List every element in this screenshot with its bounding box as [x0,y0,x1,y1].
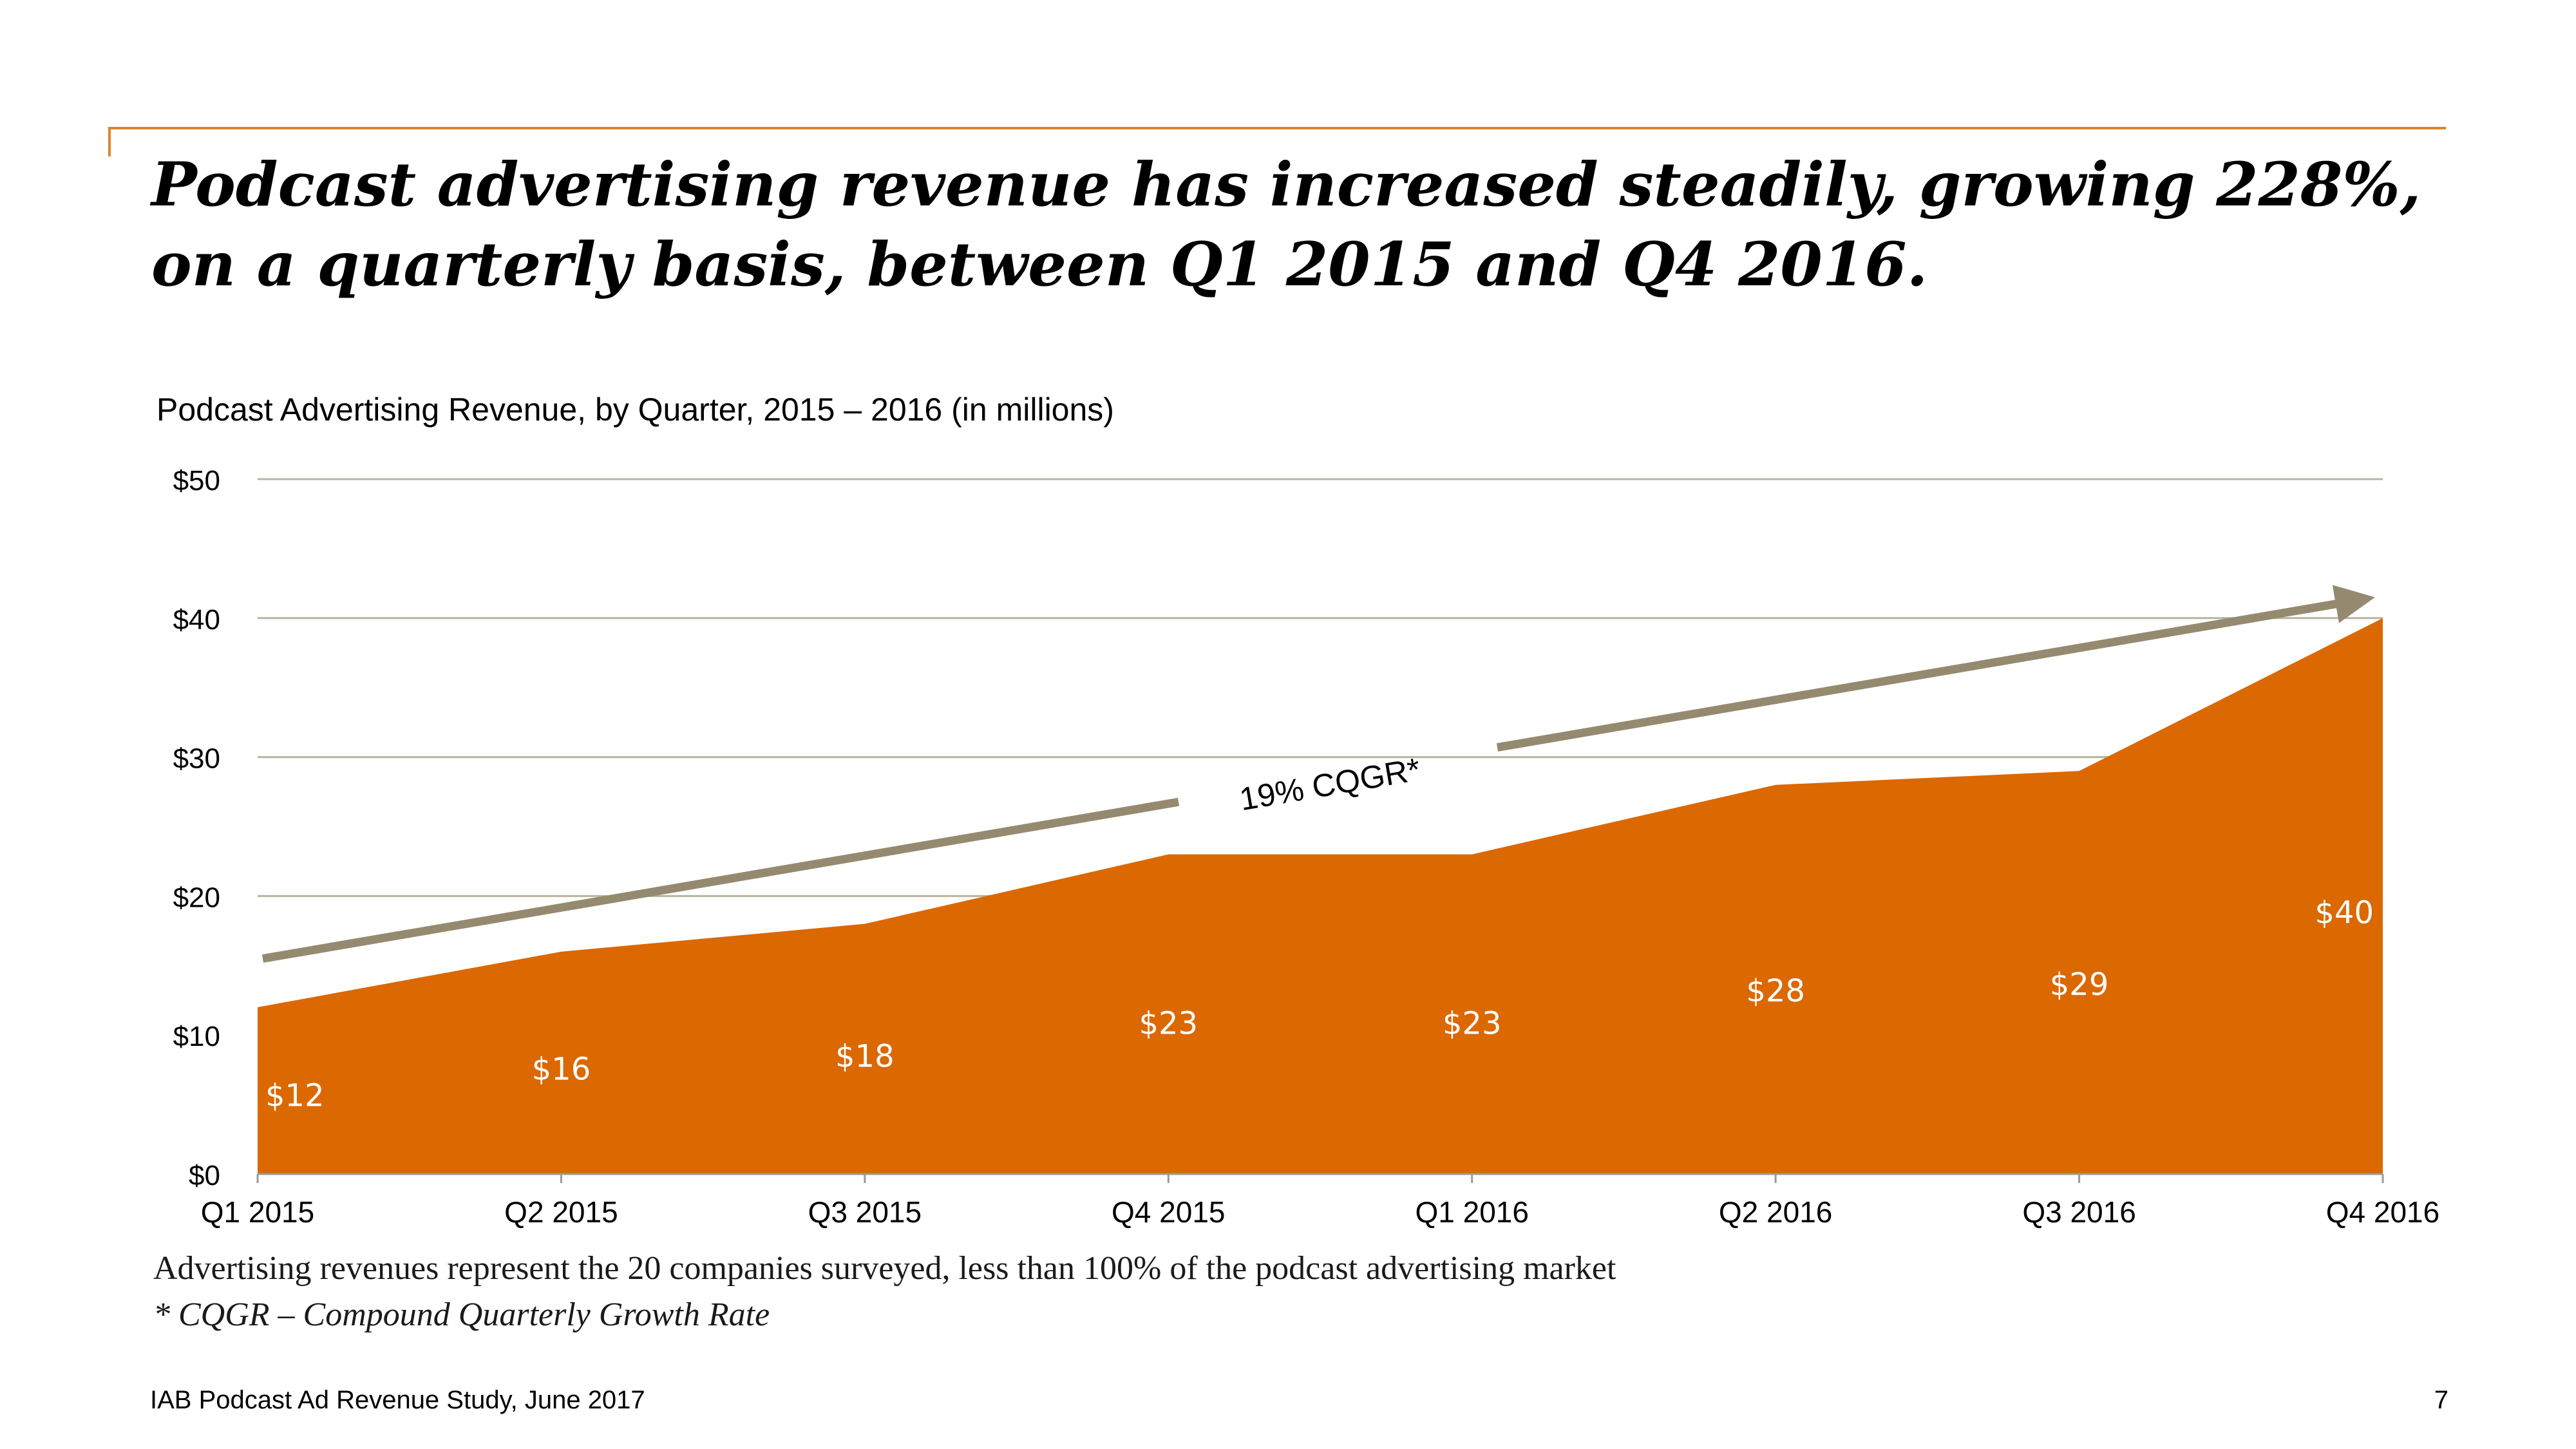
headline-line-2: on a quarterly basis, between Q1 2015 an… [151,229,1928,300]
chart-note: Advertising revenues represent the 20 co… [153,1250,1616,1287]
y-tick-label: $50 [173,465,220,497]
x-tick-label: Q1 2016 [1415,1195,1528,1229]
accent-rule-vertical [108,127,111,156]
trend-arrow-segment [261,797,1180,963]
accent-rule-horizontal [108,127,2446,129]
data-label: $23 [1443,1006,1502,1042]
cqgr-annotation: 19% CQGR* [1237,751,1423,817]
x-tick-label: Q4 2016 [2326,1195,2439,1229]
slide-headline: Podcast advertising revenue has increase… [151,145,2470,305]
x-tick-label: Q3 2016 [2022,1195,2136,1229]
y-tick-label: $0 [189,1160,220,1191]
data-label: $16 [532,1052,591,1088]
y-tick-label: $40 [173,604,220,636]
trend-arrowhead [2332,585,2375,623]
y-tick-label: $20 [173,882,220,913]
x-tick-label: Q2 2015 [504,1195,618,1229]
chart-title: Podcast Advertising Revenue, by Quarter,… [156,392,1114,428]
data-label: $23 [1139,1006,1198,1042]
data-label: $12 [265,1077,325,1113]
revenue-area [258,618,2383,1174]
y-tick-label: $10 [173,1021,220,1052]
data-label: $18 [835,1038,895,1074]
data-labels: $12 $16 $18 $23 $23 $28 $29 $40 [265,895,2374,1113]
headline-line-1: Podcast advertising revenue has increase… [151,149,2421,220]
x-tick-label: Q1 2015 [201,1195,314,1229]
y-tick-label: $30 [173,743,220,775]
x-tick-label: Q3 2015 [808,1195,922,1229]
cqgr-footnote: * CQGR – Compound Quarterly Growth Rate [153,1296,770,1333]
data-label: $29 [2050,967,2109,1003]
data-label: $40 [2315,895,2374,931]
axes: $0 $10 $20 $30 $40 $50 Q1 2015 Q2 2015 Q3 2015 Q4… [173,465,2440,1229]
data-label: $28 [1746,973,1805,1009]
page-number: 7 [2434,1386,2448,1414]
area-series [258,618,2383,1174]
x-tick-label: Q4 2015 [1112,1195,1225,1229]
x-tick-label: Q2 2016 [1719,1195,1832,1229]
source-citation: IAB Podcast Ad Revenue Study, June 2017 [150,1386,645,1414]
trend-arrow-segment [1496,598,2343,752]
